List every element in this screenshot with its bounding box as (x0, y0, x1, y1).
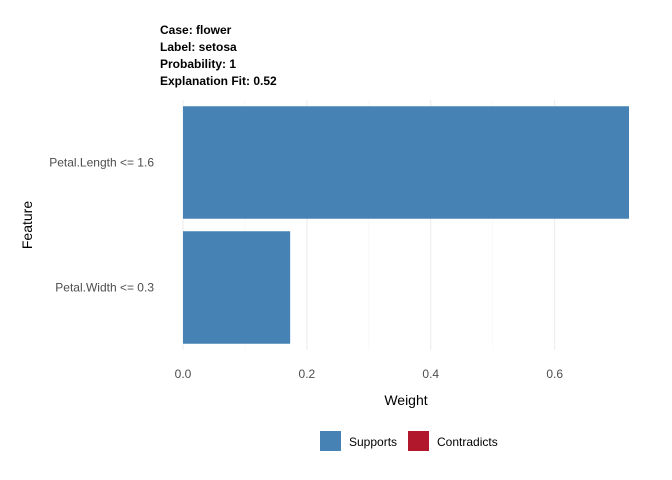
x-tick-label: 0.4 (422, 367, 439, 381)
y-tick-labels: Petal.Length <= 1.6 Petal.Width <= 0.3 (49, 156, 154, 295)
legend-key-1 (320, 431, 341, 451)
x-tick-label: 0.6 (546, 367, 563, 381)
bar-1 (183, 106, 629, 219)
fit-line: Explanation Fit: 0.52 (160, 74, 277, 88)
legend: Supports Contradicts (320, 431, 498, 451)
x-tick-labels: 0.0 0.2 0.4 0.6 (175, 367, 564, 381)
bar-2 (183, 231, 291, 344)
case-line: Case: flower (160, 23, 232, 37)
label-line: Label: setosa (160, 40, 237, 54)
legend-key-2 (408, 431, 429, 451)
x-tick-label: 0.0 (175, 367, 192, 381)
y-axis-title: Feature (19, 201, 35, 249)
y-tick-label: Petal.Width <= 0.3 (55, 281, 154, 295)
chart-header: Case: flower Label: setosa Probability: … (160, 23, 277, 88)
x-axis-title: Weight (384, 392, 427, 408)
x-tick-label: 0.2 (299, 367, 316, 381)
legend-label-1: Supports (349, 435, 397, 449)
y-tick-label: Petal.Length <= 1.6 (49, 156, 154, 170)
legend-label-2: Contradicts (437, 435, 498, 449)
probability-line: Probability: 1 (160, 57, 236, 71)
bar-layer (183, 106, 629, 344)
